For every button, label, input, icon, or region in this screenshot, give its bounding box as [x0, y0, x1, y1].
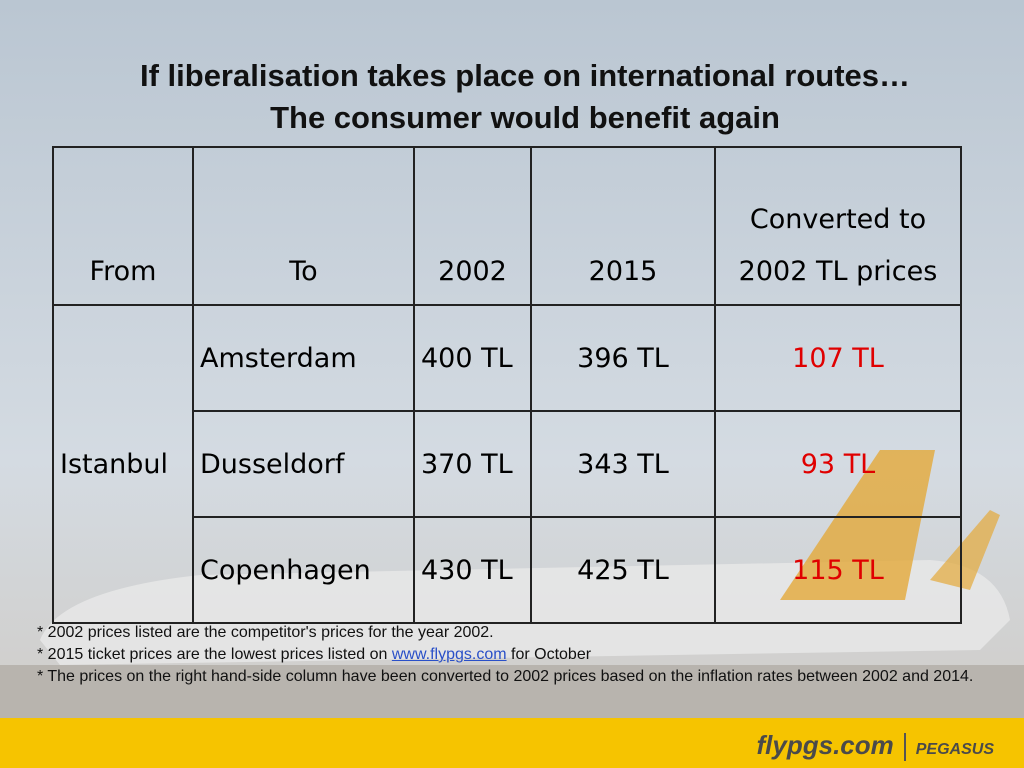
footnote-text: for October [511, 646, 592, 663]
brand: flypgs.com [756, 730, 894, 760]
origin-cell: Istanbul [52, 304, 194, 624]
price-2015: 425 TL [530, 516, 716, 624]
airline: PEGASUS [915, 741, 994, 758]
price-table: From To 2002 2015 Converted to 2002 TL p… [52, 146, 962, 624]
row: Dusseldorf 370 TL 343 TL 93 TL [53, 410, 962, 518]
title-line: The consumer would benefit again [270, 100, 780, 135]
price-2015: 396 TL [530, 304, 716, 412]
ground [0, 665, 1024, 720]
title-line: If liberalisation takes place on interna… [139, 58, 911, 93]
price-2002: 430 TL [413, 516, 532, 624]
header-row: From To 2002 2015 Converted to 2002 TL p… [52, 146, 962, 306]
header-cell: To [192, 146, 415, 306]
converted-price: 107 TL [714, 304, 962, 412]
footnote: * The prices on the right hand-side colu… [37, 668, 974, 685]
price-2002: 370 TL [413, 410, 532, 518]
row: Istanbul Amsterdam 400 TL 396 TL 107 TL [52, 304, 962, 624]
footnote: * 2015 ticket prices are the lowest pric… [37, 644, 997, 666]
footer-logo: flypgs.com PEGASUS [756, 730, 994, 762]
header-cell: From [52, 146, 194, 306]
row: Copenhagen 430 TL 425 TL 115 TL [53, 516, 962, 624]
destination: Amsterdam [192, 304, 415, 412]
separator [903, 733, 906, 762]
converted-price: 115 TL [714, 516, 962, 624]
footnote-text: * 2015 ticket prices are the lowest pric… [37, 646, 388, 663]
footnotes: * 2002 prices listed are the competitor'… [37, 622, 997, 688]
destination: Copenhagen [192, 516, 415, 624]
price-2015: 343 TL [530, 410, 716, 518]
destination: Dusseldorf [192, 410, 415, 518]
converted-price: 93 TL [714, 410, 962, 518]
footnote: * 2002 prices listed are the competitor'… [37, 624, 494, 641]
footer-band [0, 718, 1024, 768]
header-cell: 2002 [413, 146, 532, 306]
header-cell: 2015 [530, 146, 716, 306]
header-cell: Converted to 2002 TL prices [714, 146, 962, 306]
link[interactable]: www.flypgs.com [391, 646, 507, 663]
price-2002: 400 TL [413, 304, 532, 412]
